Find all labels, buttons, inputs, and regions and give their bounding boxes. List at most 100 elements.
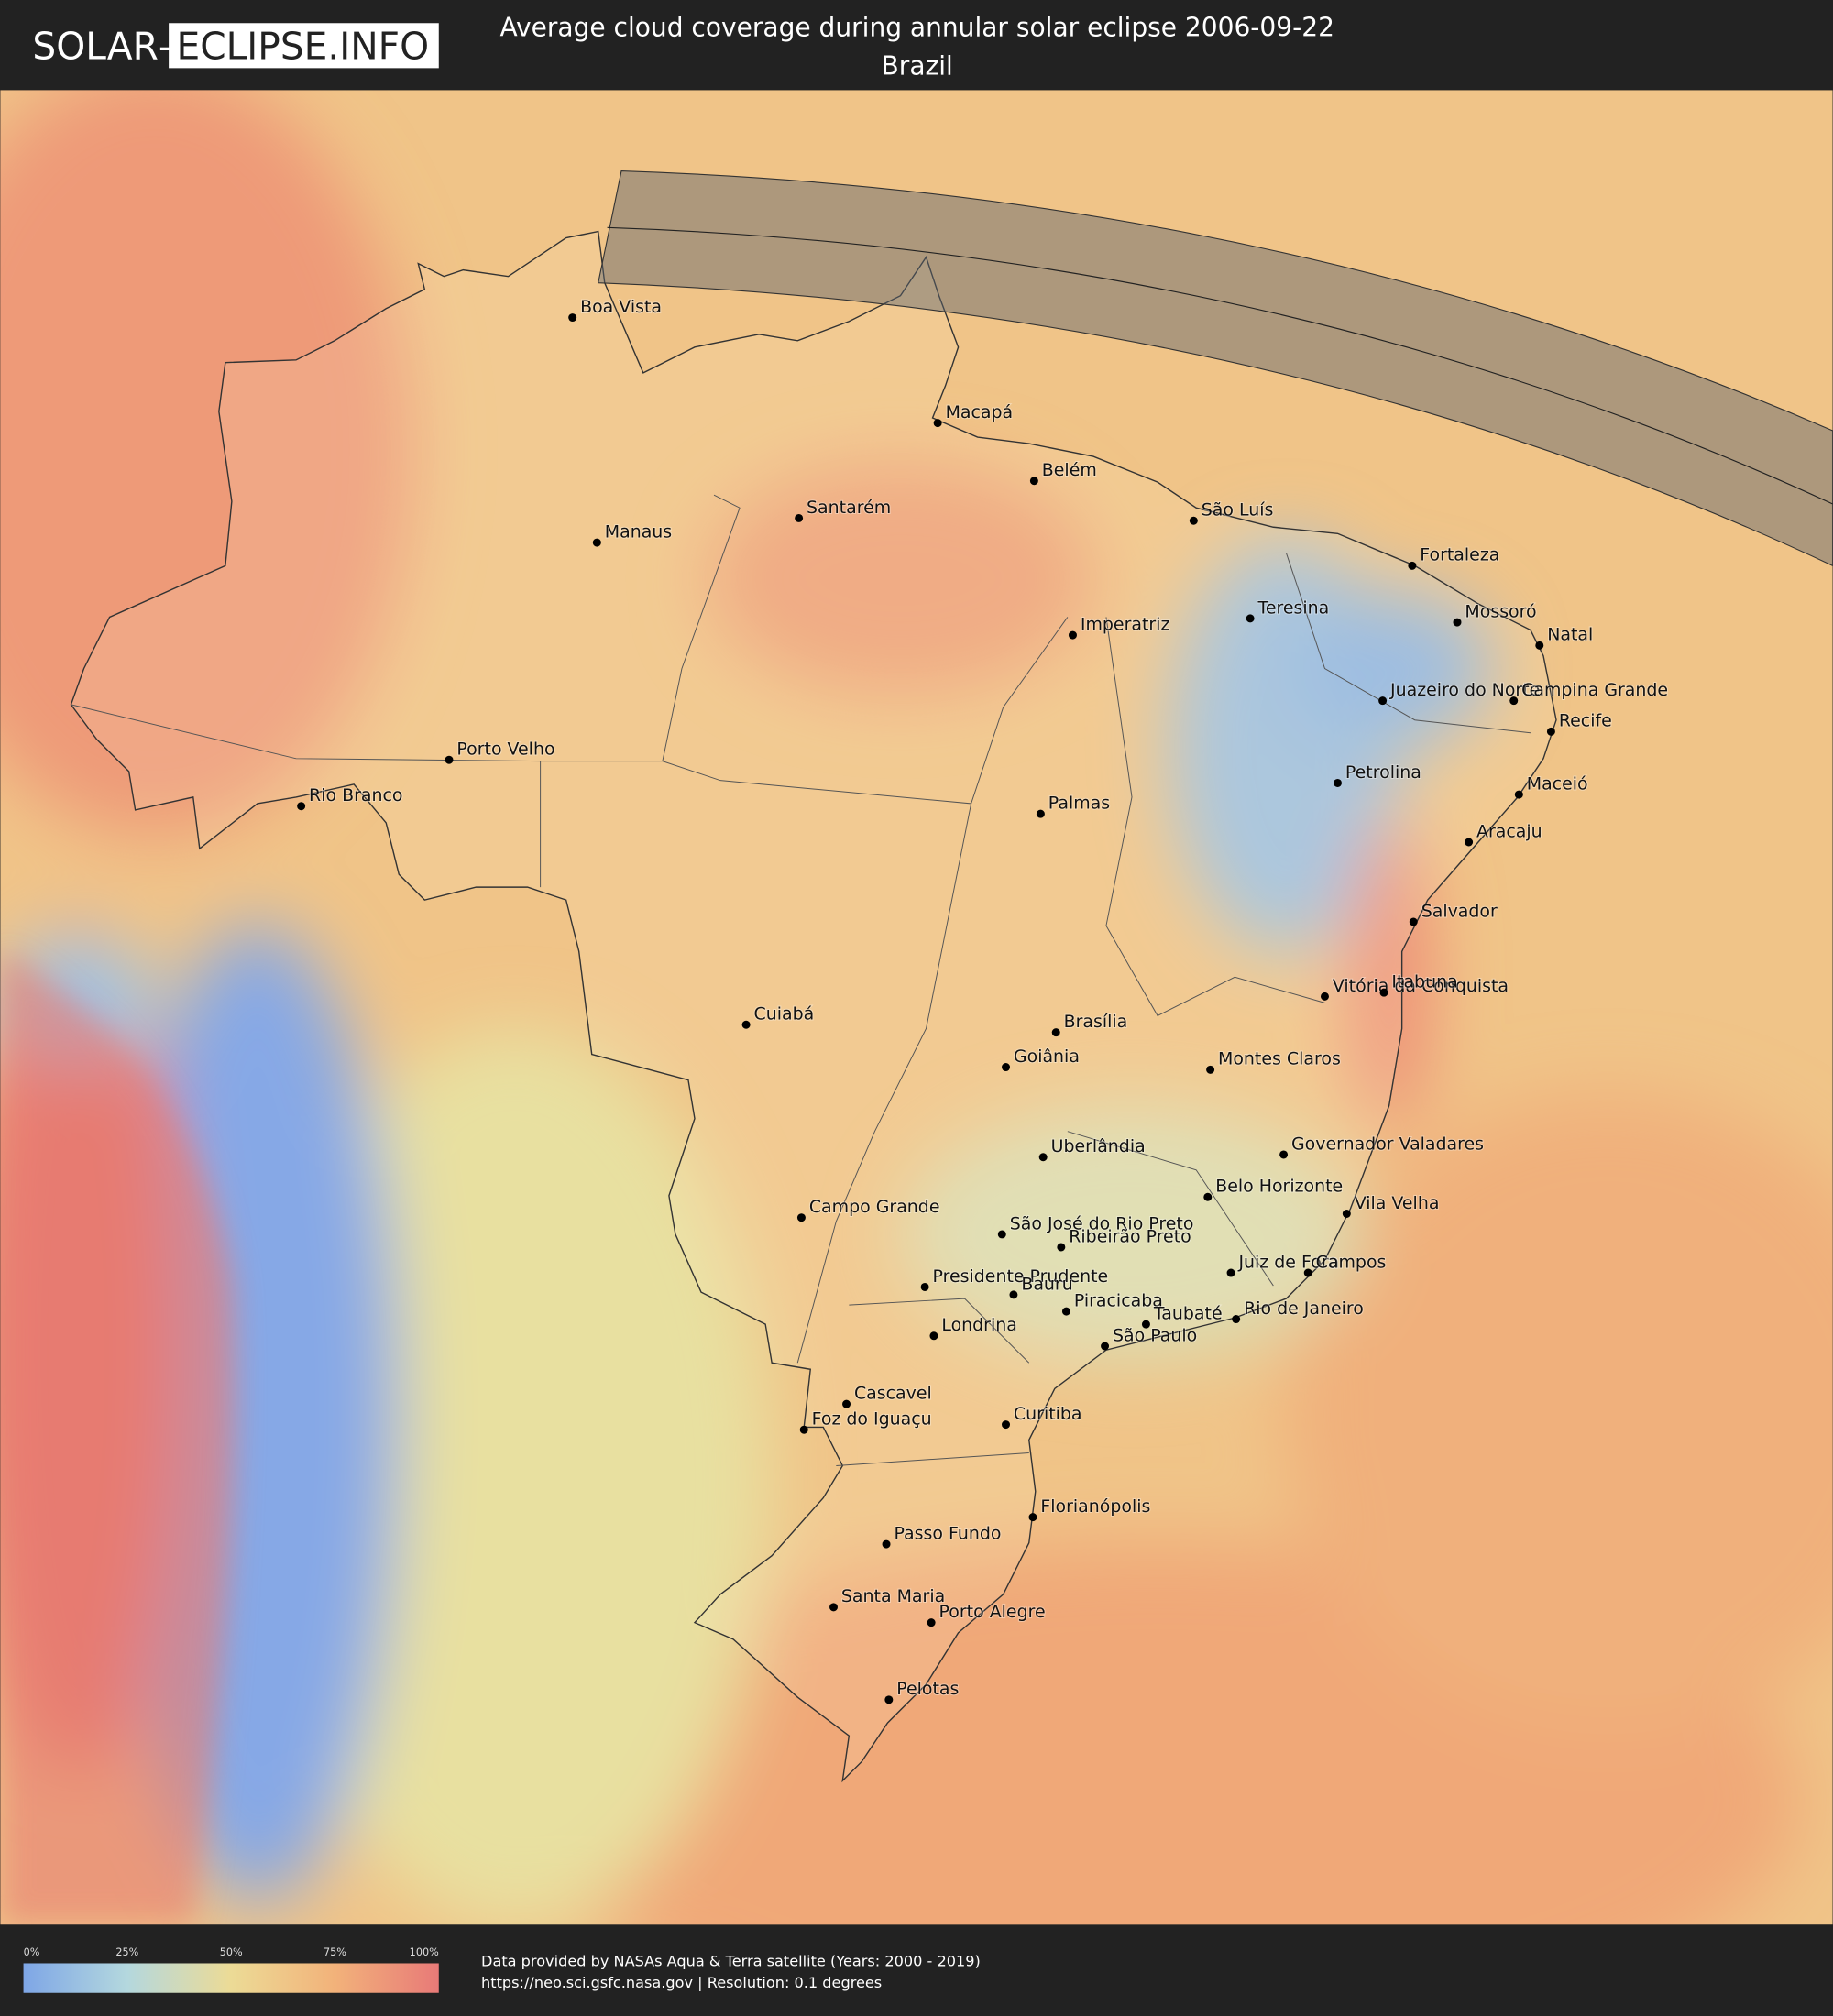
city-dot bbox=[1453, 618, 1462, 627]
logo-separator: - bbox=[159, 25, 172, 69]
city-label: Campos bbox=[1316, 1252, 1387, 1272]
eclipse-centerline bbox=[607, 226, 1833, 505]
city-label: Passo Fundo bbox=[894, 1523, 1001, 1543]
city-dot bbox=[1101, 1342, 1110, 1351]
map-title: Average cloud coverage during annular so… bbox=[499, 12, 1334, 42]
city-label: Foz do Iguaçu bbox=[812, 1409, 932, 1430]
city-dot bbox=[795, 513, 804, 522]
city-label: Taubaté bbox=[1153, 1304, 1223, 1324]
city-dot bbox=[741, 1020, 751, 1029]
city-label: Bauru bbox=[1021, 1274, 1072, 1294]
city-dot bbox=[1409, 917, 1418, 926]
color-scale bbox=[23, 1963, 439, 1993]
city-dot bbox=[1408, 561, 1417, 570]
city-dot bbox=[933, 419, 942, 428]
city-dot bbox=[1465, 838, 1474, 847]
city-dot bbox=[1514, 790, 1523, 799]
city-label: Porto Alegre bbox=[939, 1602, 1046, 1622]
source-note: Data provided by NASAs Aqua & Terra sate… bbox=[481, 1952, 981, 1969]
city-label: Cuiabá bbox=[754, 1004, 815, 1024]
city-label: São José do Rio Preto bbox=[1010, 1213, 1194, 1233]
city-dot bbox=[927, 1618, 936, 1627]
city-label: Santarém bbox=[807, 498, 891, 518]
city-layer: Boa Vista Macapá Belém Santarém Manaus São Lu… bbox=[297, 296, 1669, 1704]
city-dot bbox=[1378, 696, 1388, 706]
city-label: São Luís bbox=[1202, 500, 1274, 520]
city-dot bbox=[297, 802, 306, 811]
city-label: Boa Vista bbox=[580, 297, 662, 317]
city-label: Itabuna bbox=[1391, 972, 1457, 992]
city-label: Mossoró bbox=[1465, 601, 1536, 621]
city-dot bbox=[445, 755, 454, 764]
map-subtitle: Brazil bbox=[882, 50, 953, 81]
city-dot bbox=[1226, 1268, 1235, 1277]
source-url: https://neo.sci.gsfc.nasa.gov | Resoluti… bbox=[481, 1974, 882, 1991]
city-dot bbox=[1246, 614, 1255, 623]
city-dot bbox=[1068, 630, 1077, 640]
city-dot bbox=[1009, 1290, 1018, 1299]
city-dot bbox=[1141, 1320, 1150, 1329]
city-label: Vila Velha bbox=[1355, 1193, 1440, 1213]
city-dot bbox=[568, 313, 577, 323]
city-label: Belo Horizonte bbox=[1215, 1177, 1343, 1197]
city-label: Manaus bbox=[605, 521, 672, 542]
logo-box[interactable] bbox=[169, 23, 439, 69]
city-label: Santa Maria bbox=[841, 1586, 945, 1606]
city-dot bbox=[1189, 516, 1198, 525]
city-dot bbox=[1061, 1307, 1070, 1316]
city-dot bbox=[842, 1399, 851, 1408]
city-dot bbox=[1029, 477, 1038, 486]
city-dot bbox=[1203, 1192, 1213, 1201]
city-dot bbox=[592, 538, 601, 547]
scale-tick-label: 75% bbox=[324, 1946, 346, 1958]
city-label: Juiz de Fora bbox=[1237, 1252, 1339, 1272]
city-dot bbox=[799, 1425, 808, 1434]
city-label: Rio Branco bbox=[309, 785, 402, 805]
city-label: Ribeirão Preto bbox=[1069, 1226, 1191, 1246]
city-dot bbox=[1379, 988, 1388, 997]
city-label: São Paulo bbox=[1113, 1325, 1197, 1345]
logo-suffix: ECLIPSE.INFO bbox=[177, 25, 430, 69]
city-dot bbox=[1303, 1268, 1312, 1277]
city-label: Teresina bbox=[1257, 597, 1330, 618]
city-label: Rio de Janeiro bbox=[1244, 1298, 1364, 1319]
city-label: Macapá bbox=[946, 402, 1014, 422]
city-label: Vitória da Conquista bbox=[1333, 976, 1509, 996]
city-dot bbox=[1509, 696, 1519, 706]
city-dot bbox=[829, 1603, 838, 1612]
city-label: Cascavel bbox=[854, 1384, 932, 1404]
cloud-layer bbox=[0, 90, 1833, 1925]
city-label: Juazeiro do Norte bbox=[1389, 680, 1540, 700]
scale-tick-label: 50% bbox=[220, 1946, 243, 1958]
city-dot bbox=[997, 1230, 1006, 1239]
city-dot bbox=[1546, 727, 1555, 736]
city-dot bbox=[1342, 1210, 1351, 1218]
scale-ticks: 0% 25% 50% 75% 100% bbox=[24, 1946, 440, 1958]
city-label: Maceió bbox=[1527, 773, 1588, 794]
city-label: Piracicaba bbox=[1074, 1291, 1163, 1311]
city-dot bbox=[1051, 1028, 1060, 1037]
city-dot bbox=[1206, 1065, 1215, 1074]
logo-prefix: SOLAR bbox=[32, 25, 159, 69]
city-label: Campina Grande bbox=[1521, 680, 1668, 700]
scale-tick-label: 25% bbox=[115, 1946, 138, 1958]
city-label: Fortaleza bbox=[1420, 545, 1499, 565]
city-dot bbox=[796, 1213, 806, 1222]
city-label: Petrolina bbox=[1345, 762, 1421, 783]
city-dot bbox=[1002, 1420, 1011, 1430]
city-label: Natal bbox=[1547, 625, 1593, 645]
city-dot bbox=[884, 1695, 894, 1704]
city-label: Campo Grande bbox=[809, 1197, 940, 1217]
city-label: Palmas bbox=[1048, 794, 1110, 814]
city-dot bbox=[1036, 809, 1045, 818]
city-dot bbox=[1232, 1315, 1241, 1324]
eclipse-path bbox=[598, 170, 1833, 567]
city-dot bbox=[1002, 1063, 1011, 1072]
city-label: Recife bbox=[1559, 711, 1612, 731]
city-dot bbox=[882, 1539, 891, 1549]
city-label: Goiânia bbox=[1014, 1046, 1080, 1067]
city-dot bbox=[920, 1282, 929, 1291]
city-label: Porto Velho bbox=[456, 740, 554, 760]
city-label: Curitiba bbox=[1014, 1404, 1082, 1424]
